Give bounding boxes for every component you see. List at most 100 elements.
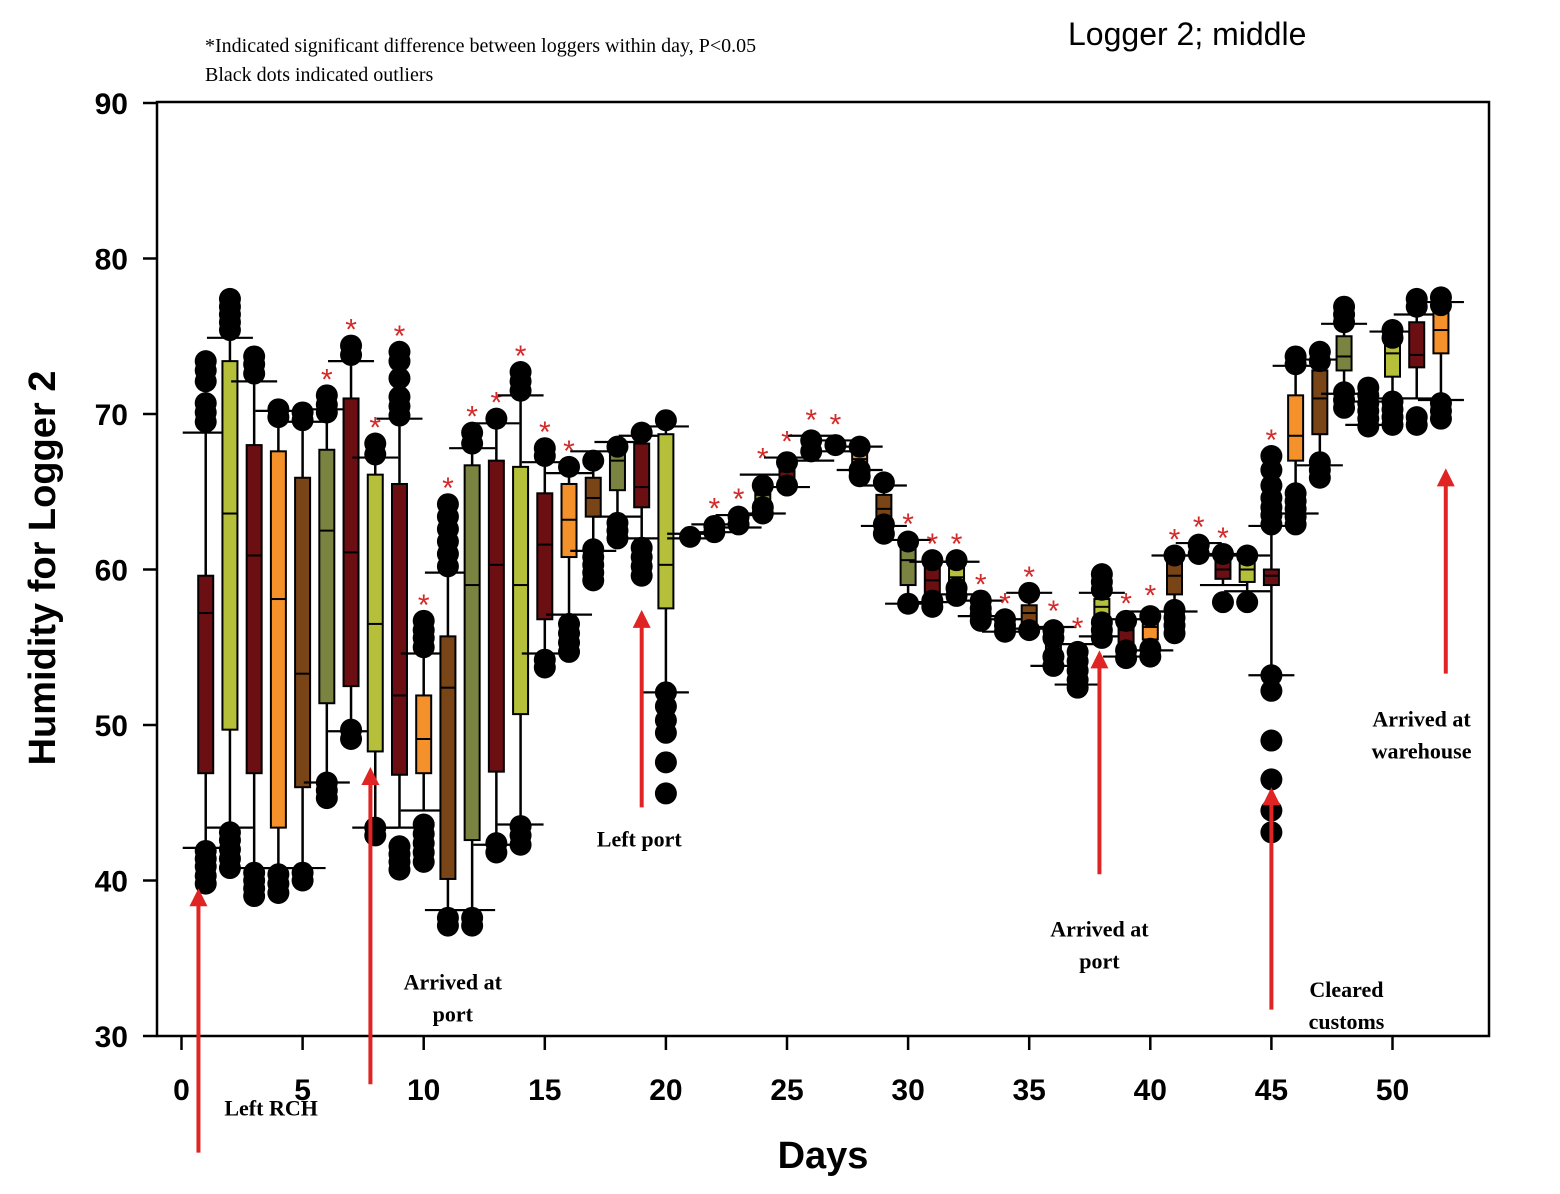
box-day-45: * bbox=[1248, 424, 1295, 844]
outlier-dot bbox=[606, 511, 629, 534]
outlier-dot bbox=[1260, 474, 1283, 497]
outlier-dot bbox=[1066, 640, 1089, 663]
box-iqr bbox=[342, 397, 360, 688]
outlier-dot bbox=[1333, 381, 1356, 404]
annotation-label: Left RCH bbox=[224, 1095, 317, 1120]
box-iqr bbox=[1166, 562, 1184, 596]
significance-star: * bbox=[369, 412, 381, 445]
outlier-dot bbox=[533, 648, 556, 671]
box-day-17 bbox=[570, 449, 617, 592]
x-tick-label: 25 bbox=[770, 1074, 803, 1107]
outlier-dot bbox=[388, 367, 411, 390]
box-iqr bbox=[875, 493, 893, 518]
outlier-dot bbox=[1090, 611, 1113, 634]
outlier-dot bbox=[436, 493, 459, 516]
outlier-dot bbox=[1236, 591, 1259, 614]
annotation-arrow-head bbox=[1436, 468, 1455, 487]
outlier-dot bbox=[485, 407, 508, 430]
box-day-1 bbox=[182, 350, 229, 895]
x-tick-label: 40 bbox=[1134, 1074, 1167, 1107]
note-outliers: Black dots indicated outliers bbox=[205, 64, 433, 86]
box-day-46 bbox=[1272, 345, 1319, 536]
annotation-label: Left port bbox=[597, 826, 683, 851]
box-day-48 bbox=[1321, 295, 1368, 419]
outlier-dot bbox=[412, 609, 435, 632]
outlier-dot bbox=[364, 432, 387, 455]
outlier-dot bbox=[872, 471, 895, 494]
box-iqr bbox=[512, 465, 530, 716]
outlier-dot bbox=[291, 861, 314, 884]
outlier-dot bbox=[606, 435, 629, 458]
outlier-dot bbox=[1429, 286, 1452, 309]
annotation-arrow-head bbox=[189, 888, 208, 907]
significance-star: * bbox=[926, 528, 938, 561]
outlier-dot bbox=[1405, 406, 1428, 429]
x-tick-label: 45 bbox=[1255, 1074, 1288, 1107]
outlier-dot bbox=[194, 839, 217, 862]
box-day-10: * bbox=[400, 589, 447, 873]
box-day-2 bbox=[206, 287, 253, 880]
outlier-dot bbox=[776, 451, 798, 474]
outlier-dot bbox=[1139, 637, 1162, 660]
significance-star: * bbox=[1169, 524, 1181, 557]
outlier-dot bbox=[1260, 729, 1283, 752]
box-iqr bbox=[657, 433, 675, 610]
significance-star: * bbox=[708, 492, 720, 525]
box-day-28 bbox=[836, 435, 883, 488]
outlier-dot bbox=[218, 287, 241, 310]
outlier-dot bbox=[461, 421, 484, 444]
box-day-3 bbox=[231, 345, 278, 908]
outlier-dot bbox=[1018, 619, 1041, 642]
box-day-38 bbox=[1078, 563, 1125, 649]
significance-star: * bbox=[442, 472, 454, 505]
annotation-label: port bbox=[1079, 948, 1120, 973]
significance-star: * bbox=[1023, 561, 1035, 594]
box-day-32: * bbox=[933, 528, 980, 607]
outlier-dot bbox=[848, 458, 871, 481]
annotation-label: warehouse bbox=[1372, 739, 1472, 764]
outlier-dot bbox=[751, 496, 774, 519]
outlier-dot bbox=[509, 361, 532, 384]
box-day-36: * bbox=[1030, 595, 1077, 677]
box-iqr bbox=[1335, 335, 1353, 372]
box-day-34: * bbox=[981, 587, 1028, 643]
annotation-label: Cleared bbox=[1309, 977, 1383, 1002]
y-tick-label: 90 bbox=[95, 88, 128, 121]
outlier-dot bbox=[243, 345, 266, 368]
box-day-35: * bbox=[1006, 561, 1053, 642]
annotation-label: Arrived at bbox=[404, 969, 503, 994]
outlier-dot bbox=[1284, 482, 1307, 505]
outlier-dot bbox=[848, 435, 871, 458]
outlier-dot bbox=[1333, 295, 1356, 318]
x-axis-title: Days bbox=[778, 1135, 869, 1177]
outlier-dot bbox=[1115, 609, 1138, 632]
outlier-dot bbox=[291, 401, 314, 424]
box-day-19 bbox=[618, 421, 665, 587]
box-day-44 bbox=[1224, 544, 1271, 614]
outlier-dot bbox=[630, 421, 653, 444]
annotation-5: Arrived at warehouse bbox=[1372, 468, 1472, 764]
significance-star: * bbox=[418, 589, 430, 622]
outlier-dot bbox=[558, 612, 581, 635]
box-day-7: * bbox=[328, 314, 375, 750]
outlier-dot bbox=[388, 340, 411, 363]
box-day-9: * bbox=[376, 320, 423, 881]
outlier-dot bbox=[485, 832, 508, 855]
box-iqr bbox=[1287, 394, 1305, 462]
outlier-dot bbox=[1284, 345, 1307, 368]
box-iqr bbox=[366, 473, 384, 753]
box-iqr bbox=[245, 444, 263, 775]
outlier-dot bbox=[1308, 451, 1331, 474]
significance-star: * bbox=[999, 587, 1011, 620]
box-iqr bbox=[633, 442, 651, 509]
box-day-5 bbox=[279, 401, 326, 892]
y-tick-label: 50 bbox=[95, 710, 128, 743]
outlier-dot bbox=[1405, 287, 1428, 310]
y-tick-label: 60 bbox=[95, 555, 128, 588]
outlier-dot bbox=[1187, 533, 1210, 556]
box-iqr bbox=[294, 476, 312, 789]
box-day-24: * bbox=[739, 443, 786, 525]
outlier-dot bbox=[1260, 768, 1283, 791]
x-tick-label: 5 bbox=[294, 1074, 311, 1107]
box-day-42: * bbox=[1175, 511, 1222, 565]
